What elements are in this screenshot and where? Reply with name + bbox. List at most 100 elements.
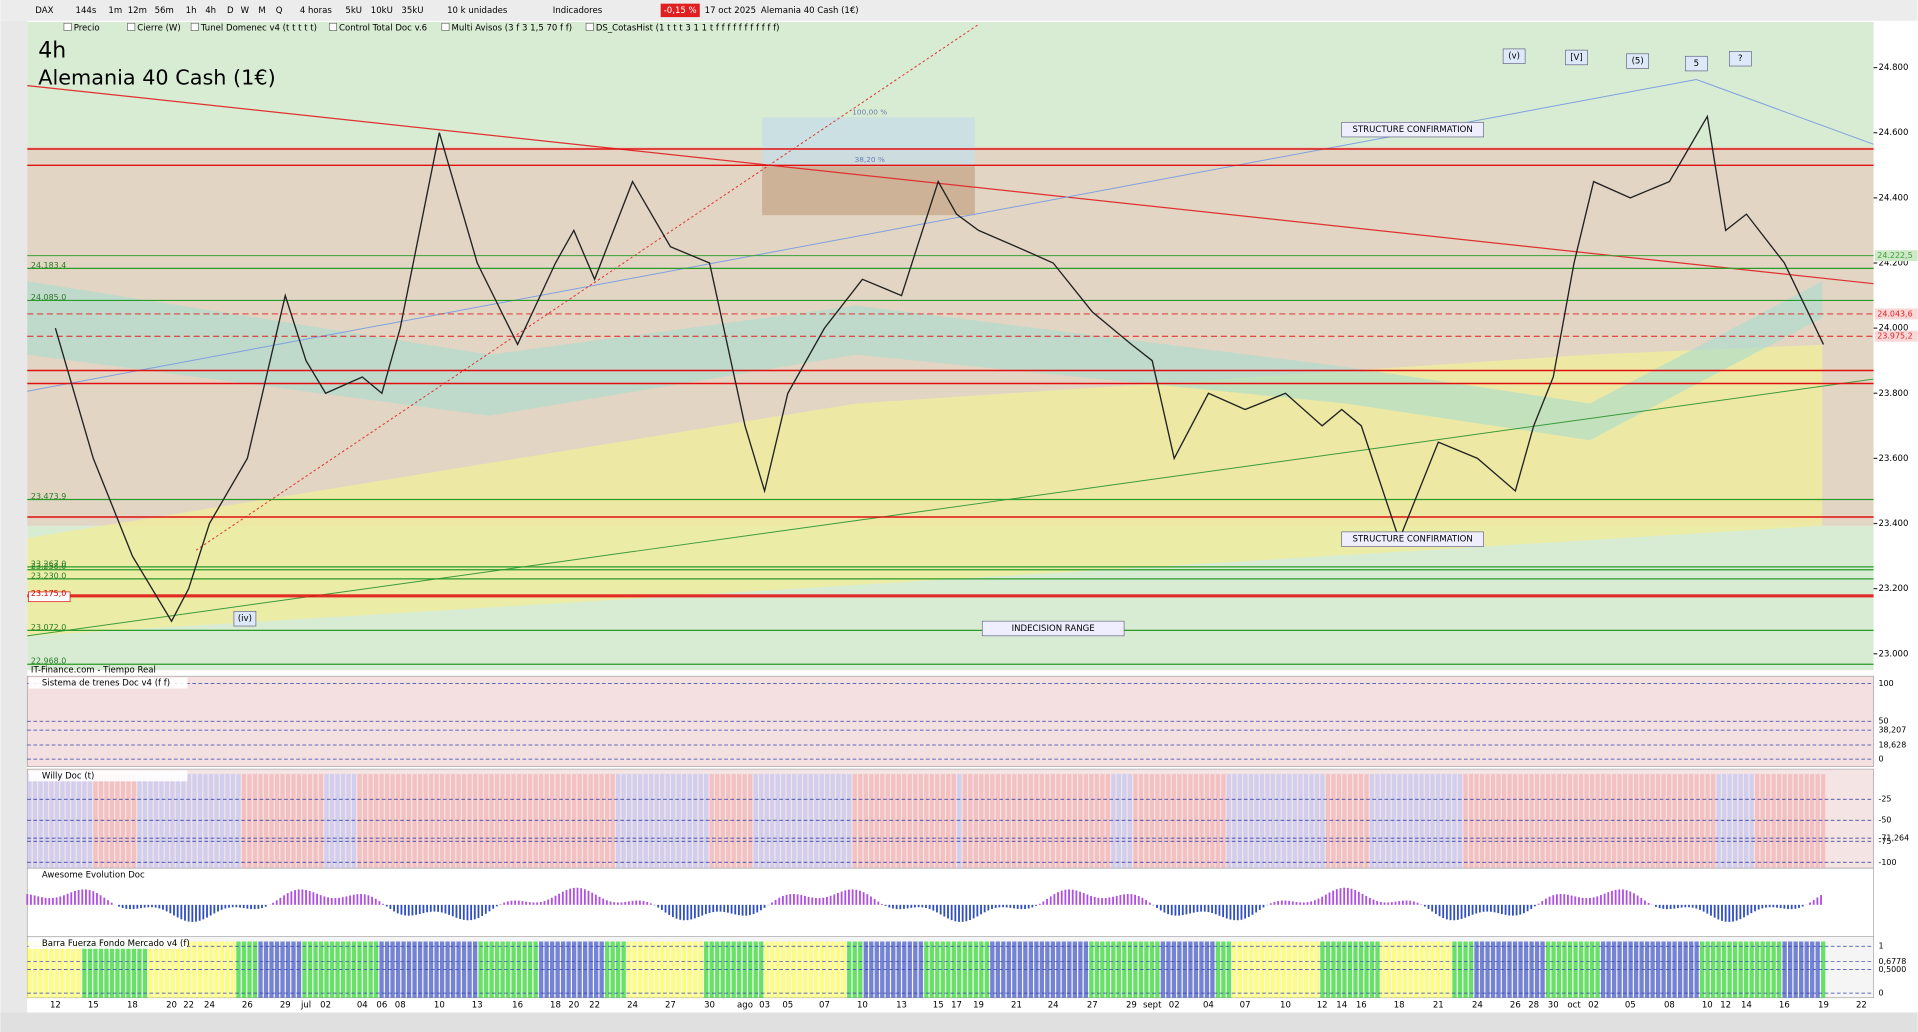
panel-stripe (918, 774, 923, 869)
legend-item[interactable]: Multi Avisos (3 f 3 1,5 70 f f) (452, 24, 573, 34)
panel-stripe (324, 774, 329, 869)
panel-stripe (1573, 774, 1578, 869)
legend-item[interactable]: Cierre (W) (137, 24, 180, 34)
panel-stripe (49, 774, 54, 869)
panel-stripe (511, 774, 516, 869)
panel-stripe (836, 774, 841, 869)
toolbar-button[interactable]: 56m (155, 6, 174, 16)
panel-stripe (1815, 774, 1820, 869)
date-label: 05 (1625, 1001, 1636, 1011)
panel-stripe (847, 774, 852, 869)
panel-stripe (236, 774, 241, 869)
panel-stripe (874, 941, 879, 998)
legend-item[interactable]: Tunel Domenec v4 (t t t t t) (200, 24, 317, 34)
panel-stripe (874, 774, 879, 869)
toolbar-button[interactable]: 1m (108, 6, 122, 16)
panel-stripe (1039, 941, 1044, 998)
panel-stripe (1413, 774, 1419, 869)
panel-stripe (1721, 774, 1727, 869)
panel-stripe (1435, 941, 1441, 998)
date-label: 19 (1818, 1001, 1829, 1011)
panel-stripe (1298, 774, 1303, 869)
panel-stripe (951, 774, 956, 869)
legend-item[interactable]: Precio (74, 24, 100, 34)
panel-stripe (450, 941, 456, 998)
panel-stripe (280, 774, 285, 869)
panel-stripe (1111, 774, 1116, 869)
status-bar (0, 1012, 1918, 1032)
panel-stripe (1270, 774, 1276, 869)
panel-stripe (984, 941, 989, 998)
panel-stripe (731, 774, 736, 869)
panel-stripe (1094, 941, 1100, 998)
panel-stripe (1633, 774, 1639, 869)
toolbar-button[interactable]: M (258, 6, 265, 16)
toolbar-button[interactable]: W (241, 6, 250, 16)
level-label: 23.258,0 (31, 562, 66, 571)
toolbar-button[interactable]: D (227, 6, 234, 16)
panel-stripe (1331, 941, 1336, 998)
panel-stripe (1226, 774, 1232, 869)
panel-stripe (1281, 774, 1287, 869)
panel-stripe (203, 774, 208, 869)
panel-stripe (902, 774, 907, 869)
panel-stripe (737, 774, 742, 869)
panel-stripe (1006, 774, 1011, 869)
panel-stripe (1639, 774, 1644, 869)
toolbar-button[interactable]: Q (276, 6, 283, 16)
panel-stripe (417, 774, 423, 869)
toolbar-button[interactable]: DAX (35, 6, 53, 16)
toolbar-button[interactable]: 10kU (371, 6, 393, 16)
panel-stripe (1512, 774, 1518, 869)
panel-stripe (726, 774, 731, 869)
panel-stripe (1540, 941, 1545, 998)
panel-stripe (1001, 941, 1006, 998)
toolbar-button[interactable]: 10 k unidades (447, 6, 508, 16)
panel-stripe (1435, 774, 1441, 869)
panel-stripe (538, 774, 544, 869)
panel-stripe (775, 774, 780, 869)
panel-stripe (126, 774, 131, 869)
panel-stripe (263, 774, 269, 869)
toolbar-button[interactable]: Indicadores (553, 6, 603, 16)
toolbar-button[interactable]: 1h (186, 6, 197, 16)
panel-stripe (494, 941, 500, 998)
panel-stripe (214, 774, 219, 869)
toolbar-button[interactable]: 12m (128, 6, 147, 16)
toolbar-button[interactable]: 35kU (401, 6, 423, 16)
panel-stripe (71, 774, 76, 869)
panel-stripe (1534, 774, 1540, 869)
panel-stripe (340, 941, 346, 998)
legend-item[interactable]: DS_CotasHist (1 t t t 3 1 1 t f f f f f … (596, 24, 780, 34)
date-label: ago (737, 1001, 753, 1011)
toolbar-button[interactable]: 5kU (345, 6, 362, 16)
panel-stripe (505, 941, 511, 998)
legend-item[interactable]: Control Total Doc v.6 (339, 24, 427, 34)
toolbar-button[interactable]: 4h (205, 6, 216, 16)
panel-stripe (1248, 774, 1254, 869)
toolbar-button[interactable]: 144s (76, 6, 97, 16)
panel-stripe (1474, 774, 1479, 869)
panel-stripe (1430, 774, 1435, 869)
change-badge (660, 3, 700, 18)
toolbar-button[interactable]: 4 horas (300, 6, 333, 16)
annotation-box (981, 620, 1125, 637)
panel-stripe (583, 774, 588, 869)
panel-stripe (1386, 774, 1391, 869)
panel-stripe (940, 941, 945, 998)
panel-stripe (1325, 774, 1331, 869)
panel-stripe (588, 774, 593, 869)
panel-stripe (164, 941, 170, 998)
panel-stripe (445, 941, 450, 998)
panel-stripe (1292, 774, 1298, 869)
panel-stripe (781, 774, 786, 869)
panel-stripe (858, 774, 863, 869)
panel-stripe (1644, 941, 1650, 998)
panel-stripe (1320, 941, 1325, 998)
panel-stripe (549, 774, 555, 869)
price-badge (1874, 250, 1918, 262)
panel-stripe (115, 774, 120, 869)
panel-stripe (1028, 774, 1033, 869)
panel-stripe (384, 941, 390, 998)
